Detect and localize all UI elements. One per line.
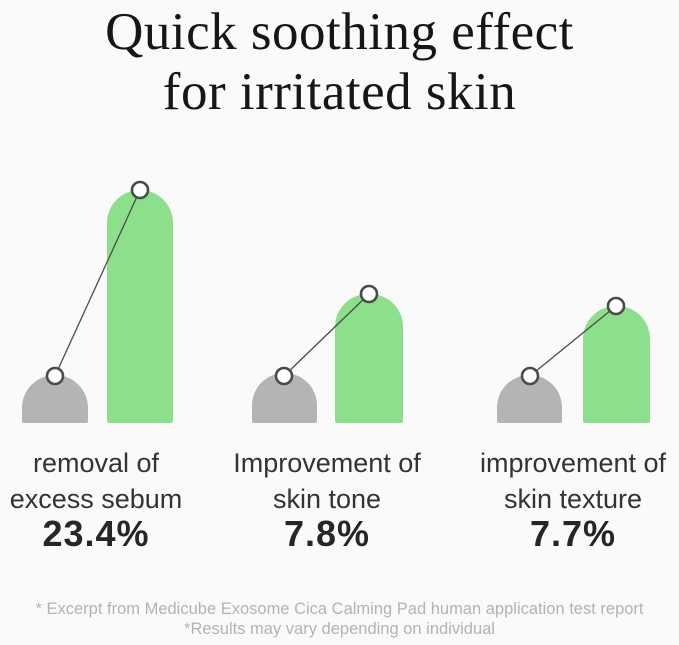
category-label-skin-tone: Improvement of skin tone bbox=[207, 445, 447, 517]
category-label-skin-texture: improvement of skin texture bbox=[453, 445, 679, 517]
category-label-line2: skin texture bbox=[503, 484, 643, 514]
category-label-line2: excess sebum bbox=[9, 484, 183, 514]
category-label-sebum: removal of excess sebum bbox=[0, 445, 216, 517]
percent-value-sebum: 23.4% bbox=[42, 513, 150, 554]
page-title-line1: Quick soothing effect bbox=[105, 3, 574, 61]
bar-after-skin-texture bbox=[583, 306, 650, 423]
category-label-line1: Improvement of bbox=[233, 448, 421, 478]
bar-before-sebum bbox=[22, 375, 88, 423]
category-label-line2: skin tone bbox=[272, 484, 382, 514]
category-label-line1: removal of bbox=[32, 448, 160, 478]
footnote-source: * Excerpt from Medicube Exosome Cica Cal… bbox=[35, 600, 644, 618]
bar-before-skin-tone bbox=[252, 373, 317, 423]
page-title: Quick soothing effect for irritated skin bbox=[0, 2, 679, 122]
footnote-disclaimer: *Results may vary depending on individua… bbox=[184, 620, 495, 638]
bar-before-skin-texture bbox=[497, 375, 562, 423]
category-label-line1: improvement of bbox=[479, 448, 667, 478]
page-title-line2: for irritated skin bbox=[162, 63, 517, 121]
bar-after-skin-tone bbox=[335, 294, 403, 423]
percent-value-skin-texture: 7.7% bbox=[529, 513, 617, 554]
bar-after-sebum bbox=[107, 190, 173, 423]
percent-value-skin-tone: 7.8% bbox=[283, 513, 371, 554]
